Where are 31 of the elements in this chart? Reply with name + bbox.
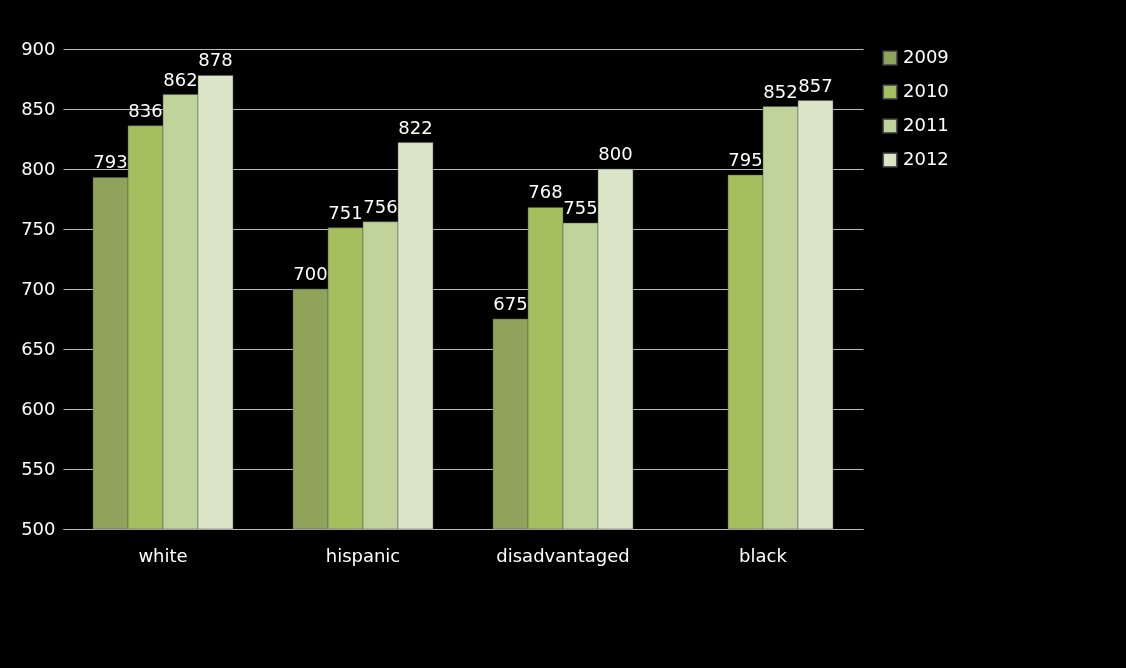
legend-label: 2012 [903, 148, 949, 169]
x-tick-label: hispanic [325, 544, 401, 566]
y-tick-label: 500 [21, 517, 56, 539]
data-label: 755 [563, 197, 598, 218]
data-label: 700 [293, 263, 328, 284]
data-label: 675 [493, 293, 528, 314]
data-label: 822 [398, 116, 433, 138]
y-tick-label: 600 [21, 397, 56, 419]
data-label: 756 [363, 195, 398, 217]
data-label: 878 [198, 49, 233, 71]
y-tick-label: 750 [21, 217, 56, 239]
x-tick-label: white [138, 544, 188, 566]
legend-label: 2009 [903, 46, 949, 67]
y-tick-label: 550 [21, 457, 56, 479]
data-label: 751 [328, 201, 363, 223]
legend-label: 2010 [903, 80, 949, 101]
data-label: 800 [598, 143, 633, 164]
y-tick-label: 850 [21, 97, 56, 119]
data-label: 795 [728, 149, 763, 170]
y-tick-label: 700 [21, 277, 56, 299]
data-label: 793 [93, 151, 128, 173]
data-label: 852 [763, 80, 798, 102]
legend-label: 2011 [903, 114, 949, 135]
data-label: 862 [163, 68, 198, 90]
x-tick-label: black [739, 544, 788, 566]
data-label: 768 [528, 181, 563, 203]
y-tick-label: 650 [21, 337, 56, 359]
data-label: 857 [798, 74, 833, 96]
y-tick-label: 900 [21, 37, 56, 59]
y-tick-label: 800 [21, 157, 56, 179]
x-tick-label: disadvantaged [496, 544, 630, 566]
